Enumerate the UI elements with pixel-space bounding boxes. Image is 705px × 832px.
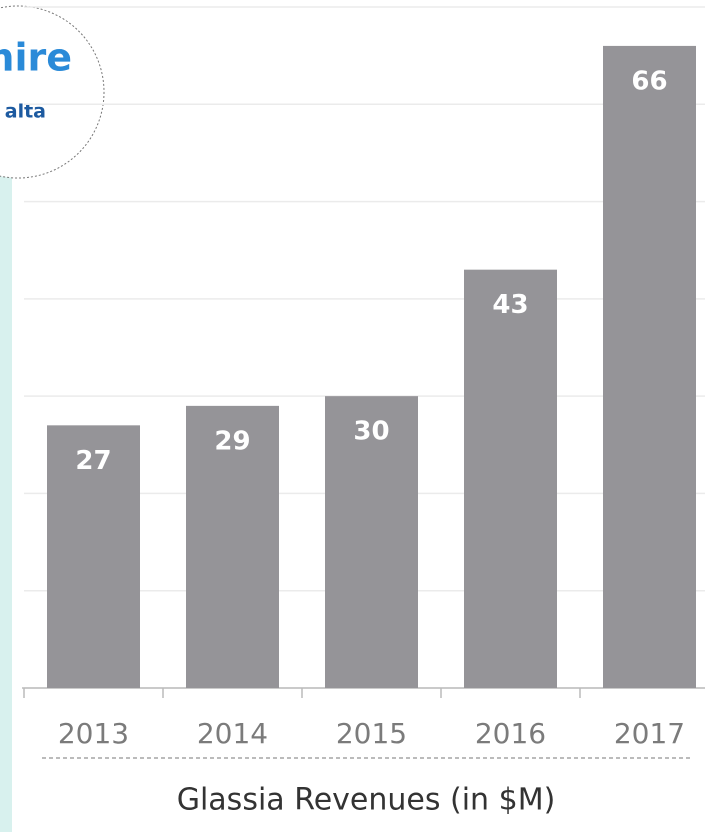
value-label: 29 [214,426,250,456]
bar [47,425,140,688]
chart-title: Glassia Revenues (in $M) [177,783,556,818]
bar [186,405,279,688]
bar [603,45,696,688]
x-tick-label: 2016 [475,717,546,750]
x-tick-label: 2015 [336,717,407,750]
value-label: 43 [492,290,528,320]
x-tick-label: 2014 [197,717,268,750]
value-label: 66 [631,66,667,96]
logo-circle [0,5,105,179]
value-label: 30 [353,417,389,447]
x-tick-label: 2017 [614,717,685,750]
x-tick-label: 2013 [58,717,129,750]
bar [325,396,418,688]
bar [464,269,557,688]
logo-sub: alta [5,101,46,123]
side-band [0,170,12,832]
logo-name: hire [0,36,72,80]
value-label: 27 [75,446,111,476]
